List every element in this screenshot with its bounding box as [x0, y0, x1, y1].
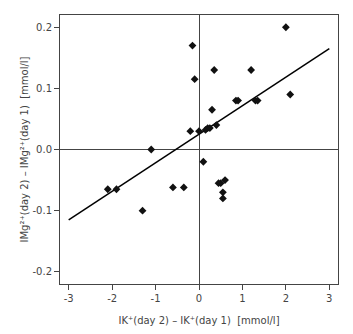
svg-text:-0.2: -0.2	[32, 266, 52, 277]
svg-text:3: 3	[326, 293, 332, 304]
svg-text:2: 2	[283, 293, 289, 304]
svg-text:0.1: 0.1	[36, 83, 52, 94]
svg-text:1: 1	[239, 293, 245, 304]
svg-text:0.0: 0.0	[36, 144, 52, 155]
svg-text:-3: -3	[64, 293, 74, 304]
svg-text:0: 0	[196, 293, 202, 304]
svg-text:IK⁺(day 2) – IK⁺(day 1) [mmol: IK⁺(day 2) – IK⁺(day 1) [mmol/l]	[118, 315, 279, 326]
svg-text:-0.1: -0.1	[32, 205, 52, 216]
svg-text:-2: -2	[107, 293, 117, 304]
svg-text:0.2: 0.2	[36, 22, 52, 33]
svg-text:IMg²⁺(day 2) – IMg²⁺(day 1) [: IMg²⁺(day 2) – IMg²⁺(day 1) [mmol/l]	[19, 56, 30, 242]
svg-text:-1: -1	[151, 293, 161, 304]
